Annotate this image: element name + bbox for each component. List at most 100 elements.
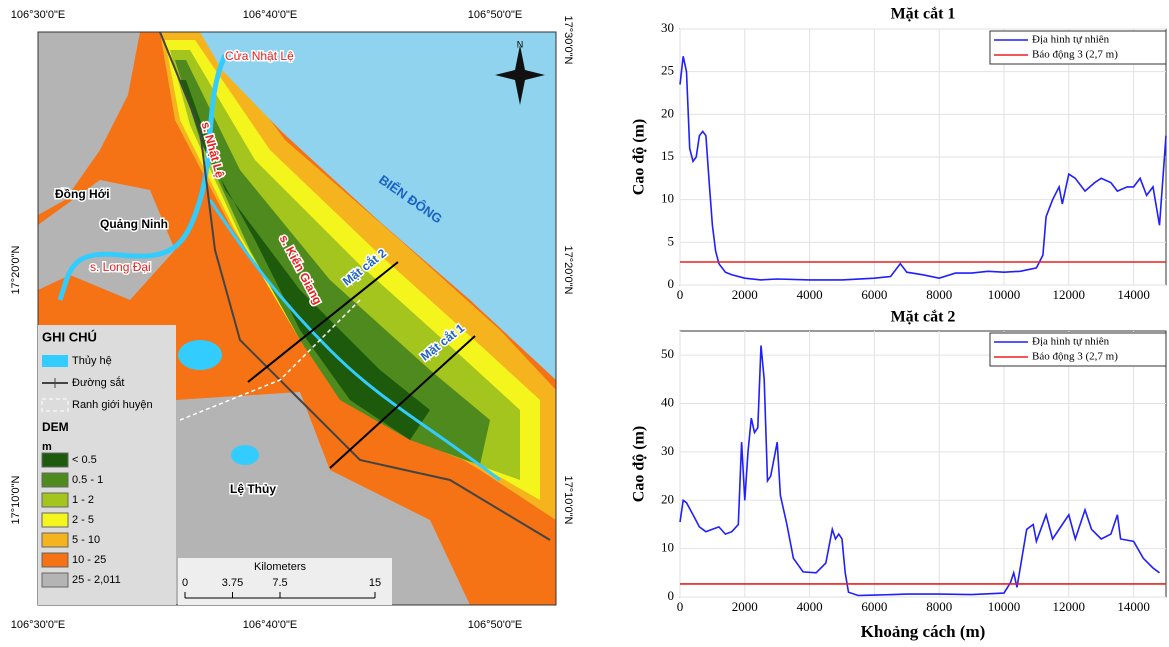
map-label: Quảng Ninh [100,217,168,231]
coord-label: 17°30'0"N [562,16,574,65]
y-axis-label: Cao độ (m) [631,119,648,195]
legend-swatch [42,355,68,367]
data-line [679,345,1160,597]
y-tick-label: 0 [668,276,675,291]
legend-label: Địa hình tự nhiên [1032,336,1110,348]
scale-tick-label: 0 [182,577,188,589]
data-line [679,56,1167,281]
river [57,53,228,301]
legend-box [989,332,1167,367]
x-tick-label: 2000 [732,599,758,614]
y-tick-label: 10 [661,540,674,555]
legend-label: 1 - 2 [72,494,94,506]
legend-title: GHI CHÚ [42,329,97,344]
y-tick-label: 20 [661,491,674,506]
map-label: Đồng Hới [55,187,110,201]
scale-title: Kilometers [254,561,306,573]
legend-label: 2 - 5 [72,514,94,526]
scale-tick-label: 15 [369,577,381,589]
map-label: Lệ Thủy [230,482,276,496]
x-tick-label: 14000 [1117,287,1150,302]
x-tick-label: 0 [677,599,684,614]
x-tick-label: 14000 [1117,599,1150,614]
x-tick-label: 10000 [988,287,1021,302]
section-line [247,261,399,383]
coord-label: 106°30'0"E [11,619,65,631]
coord-label: 106°40'0"E [243,9,297,21]
y-tick-label: 50 [661,346,674,361]
sea [200,32,556,380]
legend-swatch [41,512,69,528]
chart-title: Mặt cắt 1 [891,6,956,23]
map-legend: GHI CHÚ Thủy hệ Đường sắt Ranh giới huyệ… [38,325,176,605]
x-tick-label: 12000 [1053,599,1086,614]
legend-label: Địa hình tự nhiên [1032,34,1110,46]
district-boundary [179,299,361,421]
map-region [175,392,470,605]
scale-bar: Kilometers 0 3.75 7.5 15 [178,558,392,605]
y-axis-label: Cao độ (m) [631,426,648,502]
legend-swatch [41,472,69,488]
map-zone [180,80,430,440]
x-tick-label: 8000 [926,287,952,302]
coord-label: 106°50'0"E [468,9,522,21]
x-tick-label: 4000 [797,599,823,614]
legend-label: Báo động 3 (2,7 m) [1032,49,1118,61]
legend-swatch [41,492,69,508]
coord-label: 106°40'0"E [243,619,297,631]
legend-label: 10 - 25 [72,554,106,566]
x-tick-label: 12000 [1053,287,1086,302]
legend-swatch [41,552,69,568]
legend-label: < 0.5 [72,454,97,466]
x-tick-label: 0 [677,287,684,302]
coord-label: 17°20'0"N [562,246,574,295]
scale-tick-label: 7.5 [272,577,287,589]
x-tick-label: 6000 [861,287,887,302]
y-tick-label: 15 [661,148,674,163]
x-tick-label: 6000 [861,599,887,614]
legend-swatch [41,452,69,468]
map-zone [175,60,490,465]
chart-title: Mặt cắt 2 [891,309,956,326]
x-tick-label: 10000 [988,599,1021,614]
north-arrow [495,45,545,105]
legend-label: 0.5 - 1 [72,474,103,486]
north-label: N [517,39,524,49]
section-line [329,335,476,469]
legend-box [989,30,1167,65]
y-tick-label: 40 [661,395,674,410]
coord-label: 17°20'0"N [10,245,22,294]
x-tick-label: 4000 [797,287,823,302]
scale-box [178,558,392,605]
legend-label: 5 - 10 [72,534,100,546]
legend-unit: m [42,441,52,453]
legend-label: Báo động 3 (2,7 m) [1032,351,1118,363]
plot-area [679,330,1167,598]
coord-label: 106°30'0"E [11,9,65,21]
y-tick-label: 25 [661,63,674,78]
legend-swatch [41,572,69,588]
coord-label: 106°50'0"E [468,619,522,631]
x-axis-label: Khoảng cách (m) [861,622,986,641]
map-label: Cửa Nhật Lệ [225,49,294,63]
scale-tick-label: 3.75 [222,577,243,589]
y-tick-label: 10 [661,191,674,206]
y-tick-label: 20 [661,105,674,120]
legend-label: Đường sắt [72,376,125,389]
map: 106°30'0"E 106°40'0"E 106°50'0"E 106°30'… [10,9,574,631]
legend-label: Ranh giới huyện [72,399,153,411]
y-tick-label: 30 [661,443,674,458]
legend-swatch [41,398,69,412]
x-tick-label: 8000 [926,599,952,614]
legend-label: Thủy hệ [72,355,112,367]
river [208,199,501,482]
coord-label: 17°10'0"N [10,475,22,524]
map-label: s. Long Đại [90,260,151,274]
legend-swatch [41,532,69,548]
railway [159,31,551,541]
legend-label: 25 - 2,011 [72,574,121,586]
lake [231,445,259,465]
y-tick-label: 0 [668,588,675,603]
y-tick-label: 30 [661,20,674,35]
